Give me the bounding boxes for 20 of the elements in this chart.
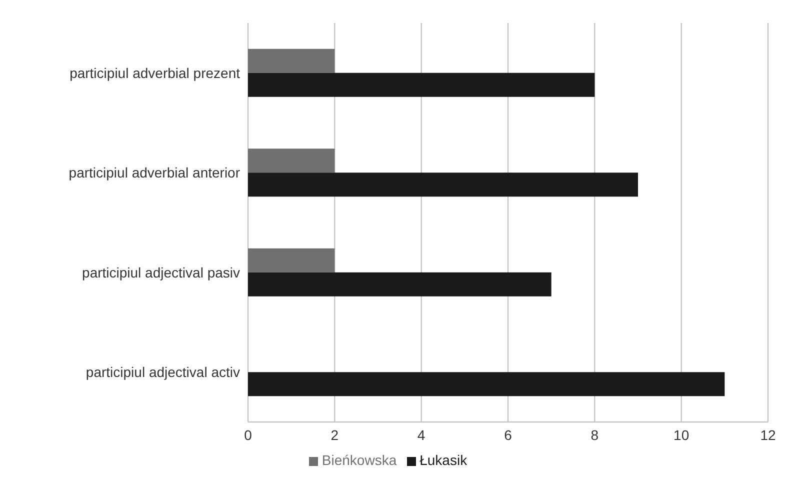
bar	[248, 272, 552, 296]
y-tick-label: participiul adjectival activ	[86, 364, 240, 380]
bar	[248, 48, 335, 73]
bar	[248, 372, 725, 396]
bar	[248, 172, 638, 197]
x-tick-label: 0	[244, 426, 252, 443]
x-tick-label: 2	[330, 426, 339, 443]
bar	[248, 148, 335, 173]
x-tick-label: 10	[674, 426, 690, 443]
y-tick-label: participiul adjectival pasiv	[82, 264, 240, 280]
legend-label: Bieńkowska	[322, 452, 397, 468]
legend-label: Łukasik	[420, 452, 468, 468]
x-tick-label: 8	[590, 426, 599, 443]
bar	[248, 248, 335, 272]
x-tick-label: 12	[760, 426, 776, 443]
bar	[248, 72, 595, 97]
x-tick-label: 4	[417, 426, 426, 443]
y-tick-label: participiul adverbial anterior	[68, 164, 240, 181]
y-tick-label: participiul adverbial prezent	[70, 64, 240, 81]
x-tick-label: 6	[504, 426, 512, 443]
